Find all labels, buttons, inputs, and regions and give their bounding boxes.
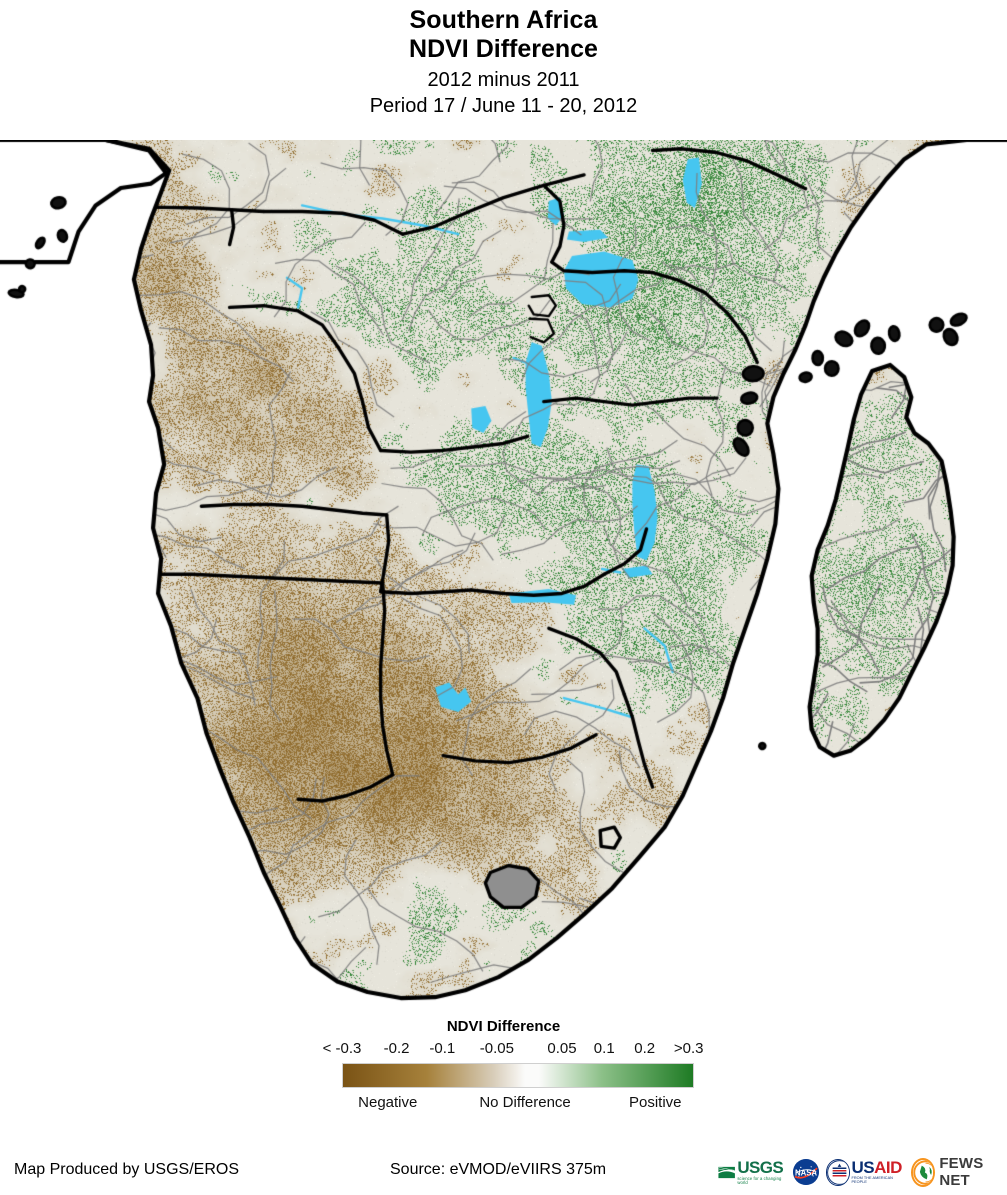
map-credit: Map Produced by USGS/EROS (14, 1161, 239, 1178)
legend-color-ramp (342, 1063, 694, 1088)
usgs-wordmark: USGS (737, 1157, 784, 1177)
usaid-logo: USAID FROM THE AMERICAN PEOPLE (825, 1155, 904, 1189)
nasa-logo: NASA (792, 1155, 819, 1189)
legend-tick-6: 0.2 (634, 1040, 656, 1057)
title-block: Southern Africa NDVI Difference 2012 min… (0, 0, 1007, 140)
legend: NDVI Difference < -0.3 -0.2 -0.1 -0.05 0.05 0… (0, 1014, 1007, 1124)
legend-zone-positive: Positive (629, 1094, 682, 1111)
title-comparison: 2012 minus 2011 (427, 69, 580, 91)
legend-tick-2: -0.1 (429, 1040, 456, 1057)
map-viewport[interactable] (0, 140, 1007, 1012)
legend-zone-labels: Negative No Difference Positive (300, 1094, 707, 1116)
fewsnet-logo: FEWS NET (911, 1155, 1003, 1189)
legend-tick-labels: < -0.3 -0.2 -0.1 -0.05 0.05 0.1 0.2 >0.3 (300, 1040, 707, 1060)
usaid-word-aid: AID (874, 1158, 902, 1178)
usgs-wave-icon (718, 1164, 736, 1180)
ndvi-difference-map[interactable] (0, 140, 1007, 1012)
legend-tick-4: 0.05 (547, 1040, 577, 1057)
usgs-tagline: science for a changing world (737, 1175, 782, 1185)
legend-tick-0: < -0.3 (322, 1040, 362, 1057)
fewsnet-globe-icon (911, 1157, 936, 1187)
nasa-meatball-icon: NASA (792, 1159, 819, 1185)
title-period: Period 17 / June 11 - 20, 2012 (369, 95, 638, 117)
page-title: Southern Africa (409, 6, 598, 34)
legend-tick-3: -0.05 (479, 1040, 514, 1057)
svg-text:NASA: NASA (795, 1168, 817, 1177)
legend-title: NDVI Difference (446, 1018, 561, 1035)
usaid-seal-icon (825, 1158, 851, 1186)
legend-tick-7: >0.3 (673, 1040, 704, 1057)
usaid-tagline: FROM THE AMERICAN PEOPLE (851, 1176, 893, 1184)
legend-tick-5: 0.1 (593, 1040, 615, 1057)
logo-strip: USGS science for a changing world NASA (718, 1152, 1003, 1192)
usgs-logo: USGS science for a changing world (718, 1155, 786, 1189)
legend-zone-no-difference: No Difference (479, 1094, 571, 1111)
data-source: Source: eVMOD/eVIIRS 375m (390, 1161, 607, 1178)
page-subtitle: NDVI Difference (409, 35, 598, 63)
fewsnet-wordmark: FEWS NET (939, 1155, 984, 1189)
legend-tick-1: -0.2 (383, 1040, 410, 1057)
usaid-word-us: US (851, 1158, 875, 1178)
usaid-wordmark: USAID (851, 1159, 904, 1176)
legend-zone-negative: Negative (358, 1094, 418, 1111)
